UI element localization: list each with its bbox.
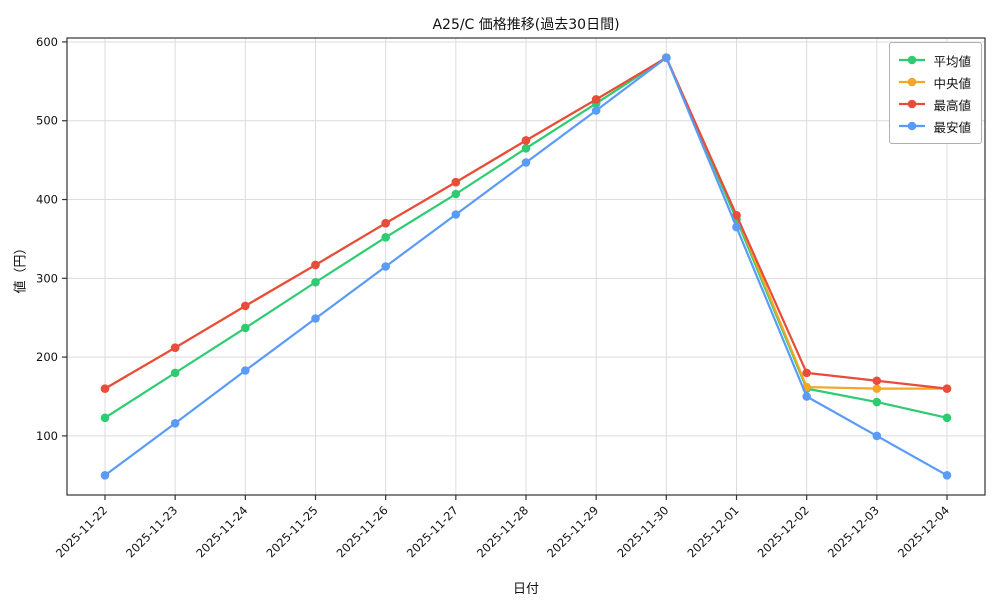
x-tick-label: 2025-12-04 xyxy=(895,503,952,560)
x-tick-label: 2025-11-24 xyxy=(193,503,250,560)
x-tick-label: 2025-11-29 xyxy=(544,503,601,560)
series-marker-3 xyxy=(732,222,741,232)
legend-item-0: 平均値 xyxy=(898,49,971,71)
series-marker-3 xyxy=(662,53,671,62)
series-marker-2 xyxy=(241,301,250,311)
legend-label: 中央値 xyxy=(933,75,971,91)
series-marker-3 xyxy=(872,431,882,441)
series-marker-2 xyxy=(451,177,461,187)
series-marker-0 xyxy=(170,368,180,378)
series-marker-0 xyxy=(241,323,250,333)
x-tick-label: 2025-11-28 xyxy=(474,503,531,560)
legend-label: 平均値 xyxy=(933,53,971,69)
series-marker-0 xyxy=(451,189,461,199)
series-marker-0 xyxy=(942,413,952,423)
legend-label: 最高値 xyxy=(933,97,971,113)
series-marker-3 xyxy=(451,210,461,219)
chart-title: A25/C 価格推移(過去30日間) xyxy=(432,17,620,33)
series-marker-2 xyxy=(311,260,320,270)
y-tick-label: 300 xyxy=(36,271,58,285)
x-tick-label: 2025-11-26 xyxy=(334,503,391,560)
series-marker-2 xyxy=(381,218,390,228)
series-marker-3 xyxy=(311,314,320,323)
series-marker-0 xyxy=(872,397,882,407)
y-tick-label: 200 xyxy=(36,350,58,364)
series-marker-3 xyxy=(100,471,110,480)
legend-item-2: 最高値 xyxy=(898,93,971,115)
x-tick-label: 2025-12-03 xyxy=(825,503,882,560)
legend-marker-icon xyxy=(899,77,926,87)
y-tick-label: 100 xyxy=(36,429,58,443)
series-marker-0 xyxy=(311,277,320,287)
series-marker-3 xyxy=(942,471,952,480)
x-tick-label: 2025-12-01 xyxy=(684,503,741,560)
series-marker-0 xyxy=(381,233,390,242)
series-marker-3 xyxy=(381,262,390,271)
legend-item-3: 最安値 xyxy=(898,115,971,137)
series-marker-3 xyxy=(591,106,601,115)
x-tick-label: 2025-11-25 xyxy=(263,503,320,560)
x-tick-label: 2025-11-22 xyxy=(53,503,110,560)
series-marker-2 xyxy=(100,384,110,393)
series-marker-2 xyxy=(732,210,741,220)
legend-item-1: 中央値 xyxy=(898,71,971,93)
series-marker-2 xyxy=(802,368,811,378)
x-axis-label: 日付 xyxy=(512,582,539,597)
x-tick-label: 2025-11-30 xyxy=(614,503,671,560)
y-tick-label: 400 xyxy=(36,193,58,207)
chart-legend: 平均値中央値最高値最安値 xyxy=(889,42,982,144)
series-marker-2 xyxy=(591,95,601,104)
legend-label: 最安値 xyxy=(933,119,971,135)
series-marker-2 xyxy=(521,136,531,145)
series-marker-3 xyxy=(170,418,180,428)
series-marker-3 xyxy=(521,158,531,167)
series-marker-2 xyxy=(872,376,882,386)
legend-marker-icon xyxy=(899,99,926,109)
series-marker-2 xyxy=(170,343,180,352)
series-marker-3 xyxy=(241,366,250,375)
y-tick-label: 600 xyxy=(36,35,58,49)
legend-marker-icon xyxy=(899,55,926,65)
series-marker-0 xyxy=(100,413,110,423)
x-tick-label: 2025-11-23 xyxy=(123,503,180,560)
y-tick-label: 500 xyxy=(36,114,58,128)
series-marker-3 xyxy=(802,392,811,401)
legend-marker-icon xyxy=(899,121,926,131)
series-marker-2 xyxy=(942,384,952,393)
series-marker-0 xyxy=(521,144,531,153)
series-marker-1 xyxy=(872,384,882,393)
x-tick-label: 2025-12-02 xyxy=(755,503,812,560)
x-tick-label: 2025-11-27 xyxy=(404,503,461,560)
